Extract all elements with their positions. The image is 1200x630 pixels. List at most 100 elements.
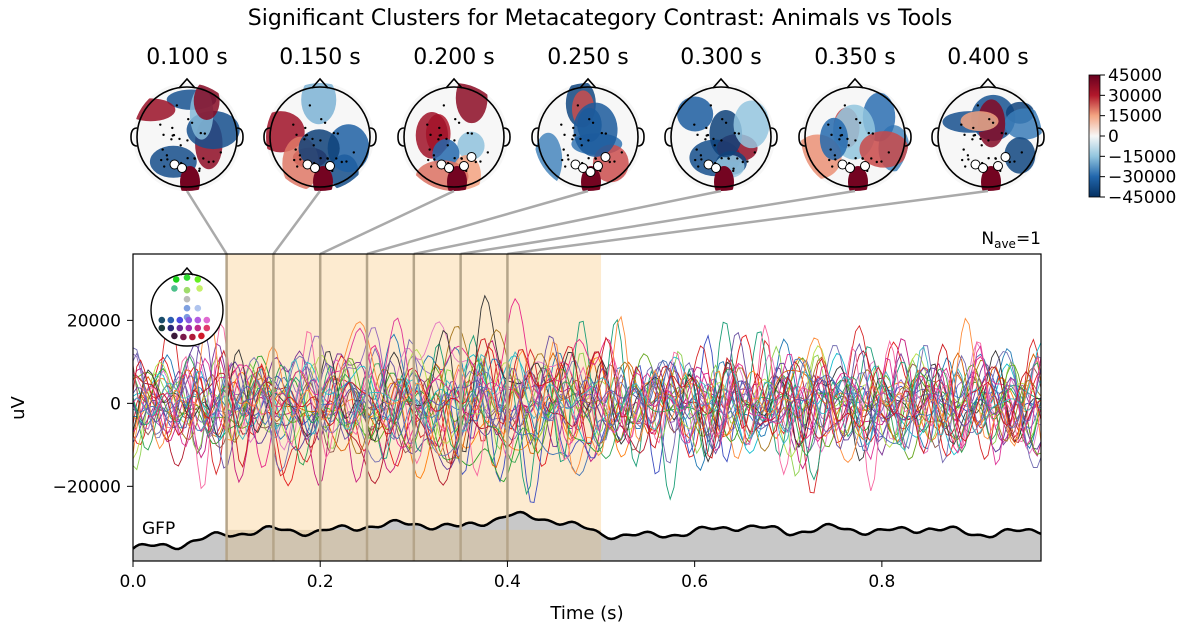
sensor-dot (563, 133, 566, 137)
sensor-dot (319, 139, 322, 142)
inset-sensor (167, 324, 175, 332)
sensor-dot (340, 160, 343, 164)
sensor-dot (453, 157, 456, 160)
topomap-blob (714, 166, 734, 191)
inset-sensor (176, 316, 184, 324)
sensor-dot (737, 132, 741, 135)
significant-sensor (444, 163, 454, 173)
topomap-blob (180, 166, 200, 191)
sensor-dot (693, 123, 696, 126)
nose (445, 77, 463, 89)
sensor-dot (704, 138, 707, 141)
topomap-blob (327, 124, 370, 173)
right-ear (637, 127, 645, 147)
sensor-dot (292, 123, 295, 126)
significant-sensor (310, 163, 320, 173)
channel-trace (132, 345, 1042, 452)
sensor-dot (295, 133, 298, 137)
topomap-time-label: 0.400 s (947, 45, 1028, 70)
sensor-dot (308, 104, 312, 107)
right-ear (1037, 127, 1045, 147)
time-markers (225, 254, 509, 561)
sensor-dot (212, 160, 215, 163)
sensor-dot (871, 132, 875, 135)
inset-sensor (158, 316, 166, 324)
channel-trace (132, 317, 1042, 466)
topomap-field (801, 83, 909, 191)
sensor-dot (438, 126, 441, 130)
topomap-field (534, 83, 642, 191)
sensor-dot (207, 160, 210, 164)
sensor-dot (994, 157, 997, 160)
right-ear (503, 127, 511, 147)
sensor-dot (579, 137, 582, 141)
head-outline (804, 86, 906, 188)
sensor-dot (190, 121, 194, 125)
significant-sensor (459, 161, 469, 171)
sensor-dot (1000, 131, 1004, 135)
colorbar-tick-label: −30000 (1108, 168, 1176, 188)
head-outline (537, 86, 639, 188)
sensor-dot (426, 123, 429, 126)
channel-trace (132, 321, 1042, 455)
topomap-time-label: 0.350 s (814, 45, 895, 70)
significant-sensor (593, 161, 603, 171)
left-ear (798, 127, 806, 147)
right-ear (904, 127, 912, 147)
topomap: 0.150 s (263, 45, 377, 191)
x-tick-label: 0.4 (494, 572, 521, 592)
sensor-dot (741, 160, 744, 164)
channel-trace (132, 333, 1042, 472)
nave-label: Nave=1 (981, 229, 1041, 251)
sensor-dot (839, 126, 842, 130)
channel-trace (132, 353, 1042, 477)
sensor-dot (179, 144, 182, 147)
channel-trace (132, 328, 1042, 469)
left-ear (263, 127, 271, 147)
sensor-dot (713, 144, 716, 147)
topomap-blob (981, 166, 1001, 191)
channel-trace (132, 336, 1042, 469)
significant-sensor (845, 163, 855, 173)
sensor-dot (580, 144, 583, 147)
right-ear (236, 127, 244, 147)
sensor-dot (199, 131, 203, 135)
sensor-dot (697, 165, 700, 168)
sensor-dot (433, 158, 436, 161)
topomap-time-label: 0.150 s (279, 45, 360, 70)
sensor-dot (964, 165, 967, 168)
sensor-dot (833, 154, 837, 157)
significant-sensor (978, 163, 988, 173)
sensor-dot (479, 160, 482, 163)
inset-sensor (171, 332, 178, 340)
inset-sensor (185, 316, 193, 324)
left-ear (130, 127, 138, 147)
topomap-blob (298, 129, 340, 168)
left-ear (931, 127, 939, 147)
colorbar-gradient (1088, 74, 1101, 198)
sensor-dot (720, 139, 723, 142)
sensor-dot (613, 160, 616, 163)
sensor-dot (588, 117, 591, 121)
topomap-time-label: 0.300 s (680, 45, 761, 70)
topomap-blob (733, 100, 770, 149)
sensor-dot (335, 157, 338, 160)
sensor-dot (320, 117, 323, 121)
sensor-dot (428, 148, 431, 151)
topomap: 0.250 s (531, 45, 645, 191)
topomap-blob (960, 111, 999, 132)
inset-sensor (189, 333, 196, 341)
sensor-dot (971, 138, 974, 141)
right-ear (369, 127, 377, 147)
sensor-dot (457, 121, 461, 125)
sensor-dot (345, 160, 348, 163)
sensor-dot (608, 160, 611, 164)
sensor-dot (695, 148, 698, 151)
sensor-dot (967, 158, 970, 161)
sensor-dot (858, 121, 862, 125)
topomap-blob (457, 131, 485, 160)
sensor-dot (834, 158, 837, 161)
y-tick-label: 20000 (67, 311, 121, 331)
